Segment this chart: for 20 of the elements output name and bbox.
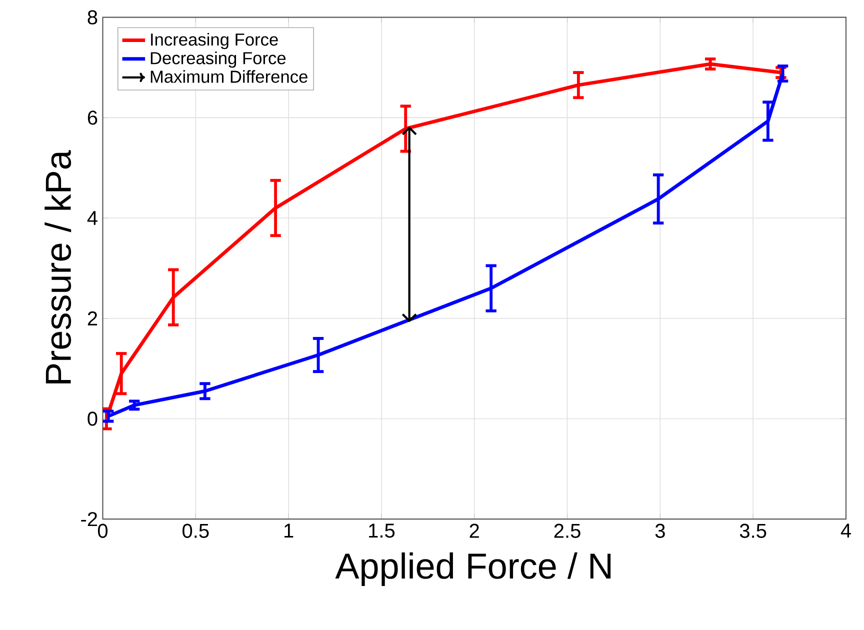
legend-label: Increasing Force bbox=[151, 33, 278, 50]
x-tick-label: 2.5 bbox=[554, 524, 580, 538]
legend-label: Maximum Difference bbox=[150, 70, 308, 83]
y-tick-label: 4 bbox=[87, 211, 98, 226]
y-tick-label: 2 bbox=[88, 311, 98, 326]
x-tick-label: 3.5 bbox=[740, 524, 766, 538]
x-tick-label: 2 bbox=[470, 524, 479, 538]
x-axis-title: Applied Force / N bbox=[335, 552, 611, 586]
x-tick-label: 0.5 bbox=[182, 524, 209, 538]
x-tick-label: 0 bbox=[98, 524, 108, 538]
x-tick-label: 1.5 bbox=[369, 524, 395, 538]
y-tick-label: -2 bbox=[81, 512, 98, 526]
y-tick-label: 6 bbox=[88, 110, 98, 125]
x-tick-label: 4 bbox=[840, 524, 851, 538]
x-tick-label: 1 bbox=[284, 524, 294, 538]
y-tick-label: 8 bbox=[88, 10, 98, 25]
y-tick-label: 0 bbox=[88, 412, 98, 426]
y-axis-title: Pressure / kPa bbox=[44, 150, 72, 384]
legend-label: Decreasing Force bbox=[150, 52, 286, 68]
x-tick-label: 3 bbox=[655, 524, 665, 538]
